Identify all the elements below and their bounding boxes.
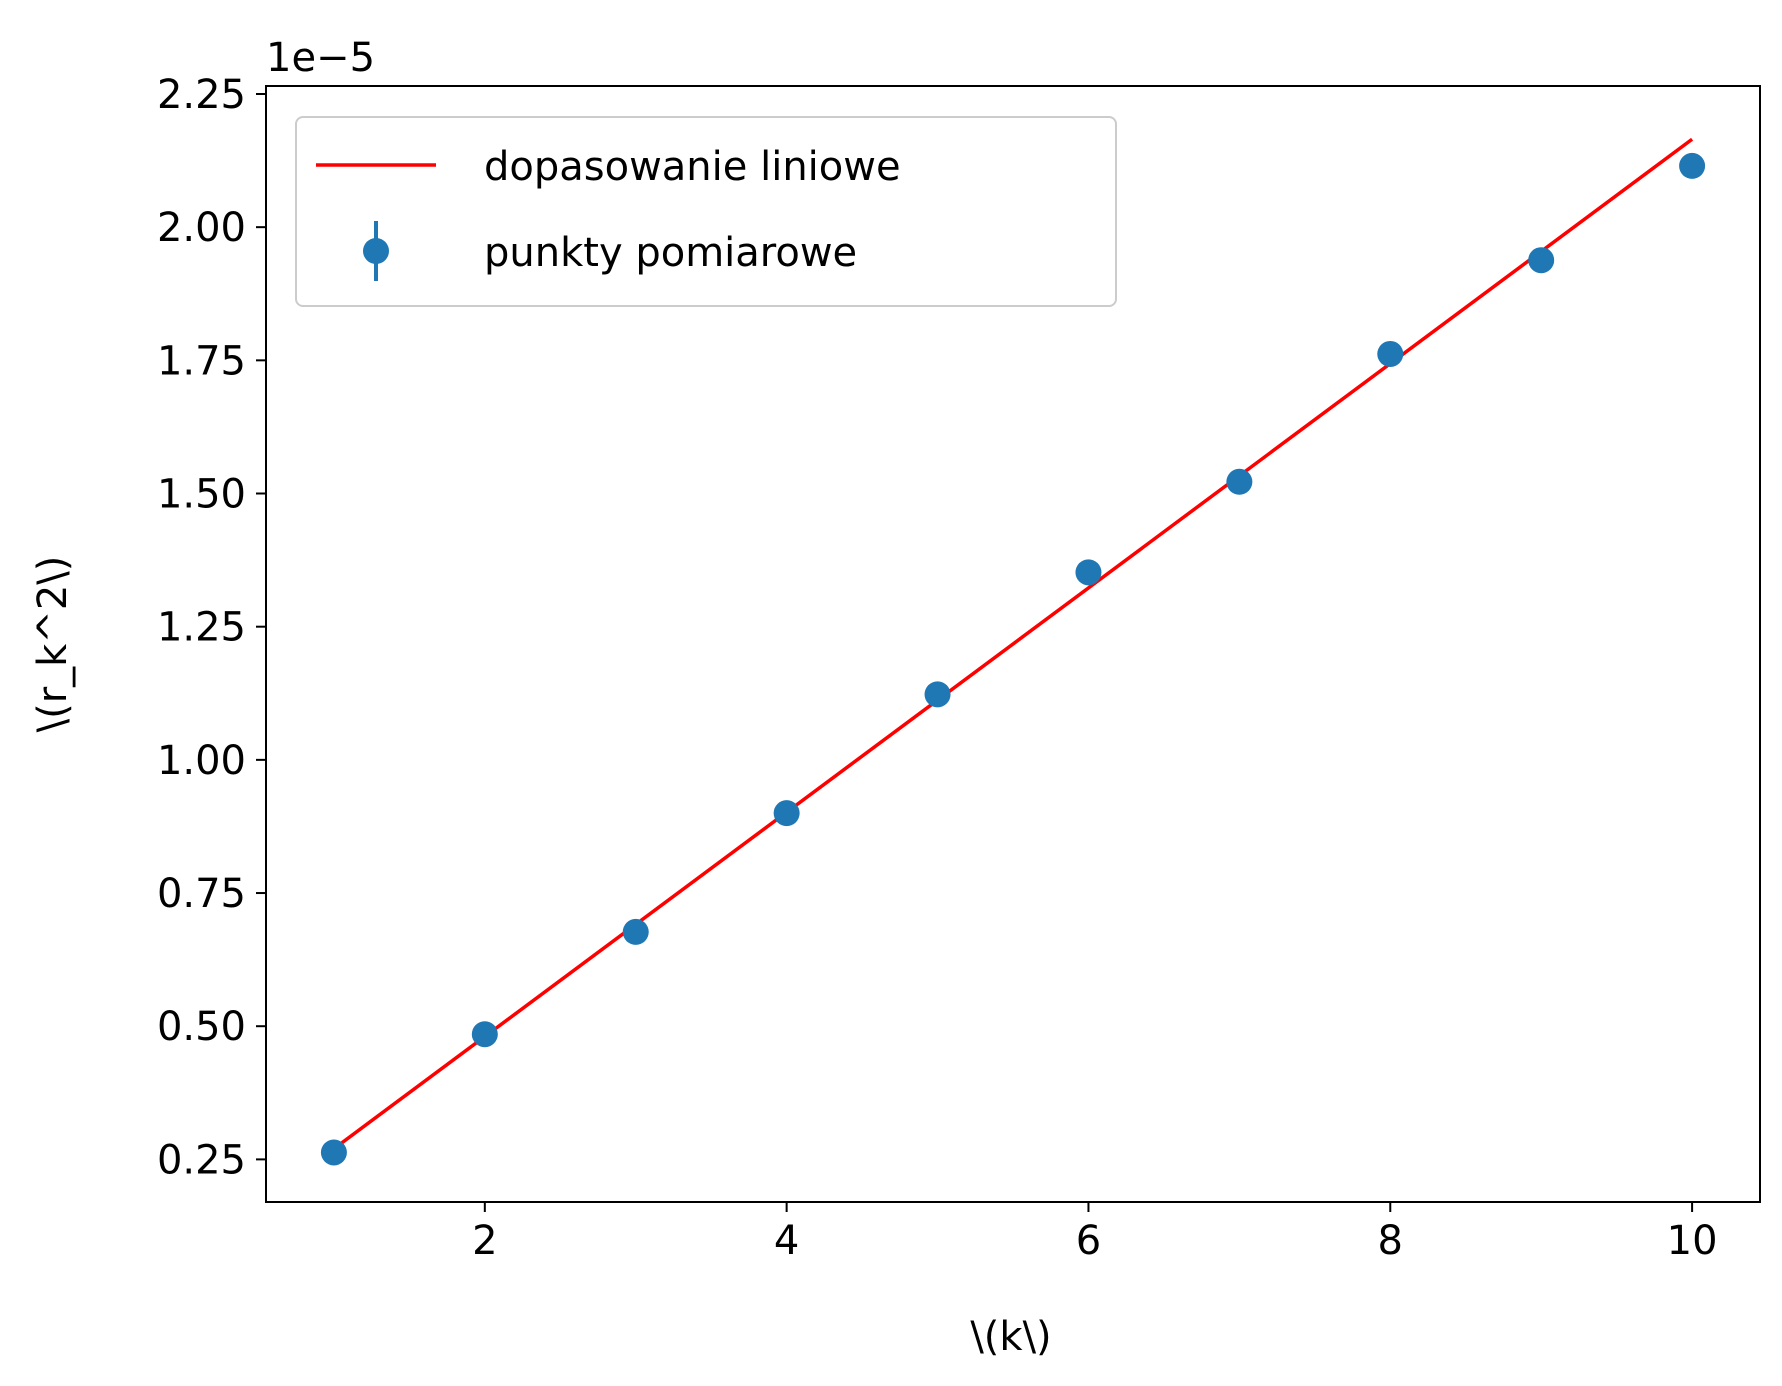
legend-entry-points: punkty pomiarowe	[484, 230, 857, 276]
x-tick-label: 10	[1667, 1218, 1718, 1264]
x-axis: 2 4 6 8 10	[472, 1202, 1718, 1264]
plot-frame	[265, 85, 1761, 1203]
y-tick-label: 1.00	[157, 738, 246, 784]
data-point	[1528, 247, 1555, 274]
y-offset-text: 1e−5	[266, 35, 375, 81]
legend-box	[295, 116, 1117, 307]
y-tick-label: 0.75	[157, 871, 246, 917]
data-point	[924, 681, 951, 708]
plot-area	[265, 85, 1761, 1203]
data-point	[1075, 559, 1102, 586]
y-tick-label: 0.50	[157, 1004, 246, 1050]
data-points-layer	[320, 152, 1706, 1166]
y-tick-label: 1.25	[157, 605, 246, 651]
data-point	[773, 800, 800, 827]
data-point	[1377, 340, 1404, 367]
fit-line-layer	[332, 137, 1694, 1151]
x-tick-label: 4	[774, 1218, 799, 1264]
x-tick-label: 2	[472, 1218, 497, 1264]
data-point	[622, 918, 649, 945]
x-axis-label: \(k\)	[970, 1314, 1051, 1360]
legend-entry-fit: dopasowanie liniowe	[484, 144, 901, 190]
y-tick-label: 2.00	[157, 205, 246, 251]
legend: dopasowanie liniowe punkty pomiarowe	[295, 116, 1117, 307]
fit-line	[332, 137, 1694, 1151]
x-tick-label: 6	[1076, 1218, 1101, 1264]
data-point	[471, 1021, 498, 1048]
y-tick-label: 1.50	[157, 472, 246, 518]
data-point	[1679, 152, 1706, 179]
y-tick-label: 2.25	[157, 72, 246, 118]
y-axis: 0.25 0.50 0.75 1.00 1.25 1.50 1.75 2.00 2.25	[157, 72, 266, 1183]
data-point	[320, 1139, 347, 1166]
y-tick-label: 0.25	[157, 1137, 246, 1183]
y-tick-label: 1.75	[157, 338, 246, 384]
legend-marker-swatch	[363, 238, 389, 264]
data-point	[1226, 468, 1253, 495]
x-tick-label: 8	[1378, 1218, 1403, 1264]
y-axis-label: \(r_k^2\)	[30, 556, 76, 733]
